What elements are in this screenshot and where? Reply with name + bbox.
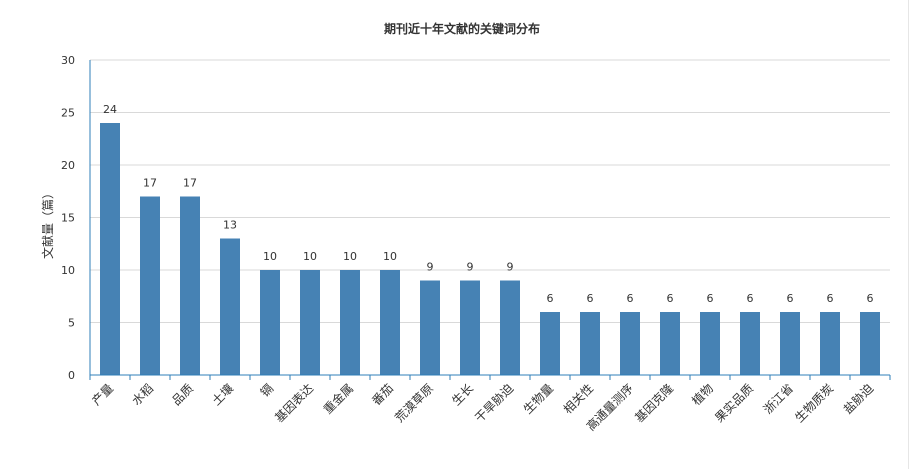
x-category-label: 水稻	[129, 381, 156, 408]
x-category-label: 重金属	[320, 381, 356, 417]
data-label: 10	[263, 250, 277, 263]
data-label: 13	[223, 219, 237, 232]
data-label: 6	[627, 292, 634, 305]
bar	[740, 312, 760, 375]
y-tick-label: 30	[61, 54, 75, 67]
y-tick-label: 25	[61, 107, 75, 120]
x-category-label: 品质	[169, 381, 196, 408]
data-label: 10	[383, 250, 397, 263]
data-labels: 24 17 17 13 10 10 10 10 9 9 9 6 6 6 6 6 6 6 6 6	[103, 103, 874, 305]
y-tick-label: 5	[68, 317, 75, 330]
data-label: 6	[827, 292, 834, 305]
data-label: 6	[667, 292, 674, 305]
x-category-label: 土壤	[209, 381, 237, 409]
x-category-label: 果实品质	[712, 381, 757, 426]
data-label: 6	[747, 292, 754, 305]
y-tick-label: 15	[61, 212, 75, 225]
x-category-label: 盐胁迫	[840, 381, 876, 417]
x-category-label: 产量	[89, 381, 116, 408]
y-tick-label: 20	[61, 159, 75, 172]
bar	[140, 196, 160, 375]
panel-edge	[908, 0, 909, 469]
data-label: 6	[867, 292, 874, 305]
x-category-label: 浙江省	[761, 381, 796, 416]
data-label: 9	[507, 261, 514, 274]
bar	[660, 312, 680, 375]
data-label: 17	[183, 177, 197, 190]
y-axis-label: 文献量（篇）	[40, 187, 55, 259]
y-tick-label: 10	[61, 264, 75, 277]
data-label: 10	[303, 250, 317, 263]
data-label: 6	[787, 292, 794, 305]
bar	[860, 312, 880, 375]
data-label: 9	[427, 261, 434, 274]
bar	[220, 238, 240, 375]
chart-title: 期刊近十年文献的关键词分布	[384, 21, 540, 36]
bar	[820, 312, 840, 375]
bar	[580, 312, 600, 375]
x-category-label: 荒漠草原	[392, 381, 436, 425]
grid-lines	[90, 59, 890, 323]
bar	[500, 280, 520, 375]
x-category-label: 基因表达	[272, 381, 316, 425]
bar	[460, 280, 480, 375]
bar	[700, 312, 720, 375]
bar	[100, 123, 120, 375]
data-label: 24	[103, 103, 117, 116]
y-axis-ticks: 0 5 10 15 20 25 30	[61, 54, 75, 382]
x-category-label: 生长	[449, 381, 476, 408]
y-tick-label: 0	[68, 369, 75, 382]
bar	[180, 196, 200, 375]
data-label: 10	[343, 250, 357, 263]
bar	[300, 270, 320, 375]
x-category-label: 番茄	[369, 381, 396, 408]
x-category-label: 植物	[689, 381, 717, 409]
x-category-label: 生物质炭	[792, 381, 836, 425]
data-label: 9	[467, 261, 474, 274]
bar	[340, 270, 360, 375]
data-label: 6	[547, 292, 554, 305]
x-category-label: 生物量	[521, 381, 556, 416]
x-category-label: 基因克隆	[632, 381, 677, 426]
bar	[260, 270, 280, 375]
bar	[780, 312, 800, 375]
x-category-label: 相关性	[561, 381, 596, 416]
bar	[420, 280, 440, 375]
bar	[620, 312, 640, 375]
data-label: 17	[143, 177, 157, 190]
x-category-label: 干旱胁迫	[472, 381, 517, 426]
data-label: 6	[707, 292, 714, 305]
bar	[380, 270, 400, 375]
x-category-label: 镉	[258, 381, 276, 399]
bars	[100, 123, 880, 375]
data-label: 6	[587, 292, 594, 305]
bar	[540, 312, 560, 375]
